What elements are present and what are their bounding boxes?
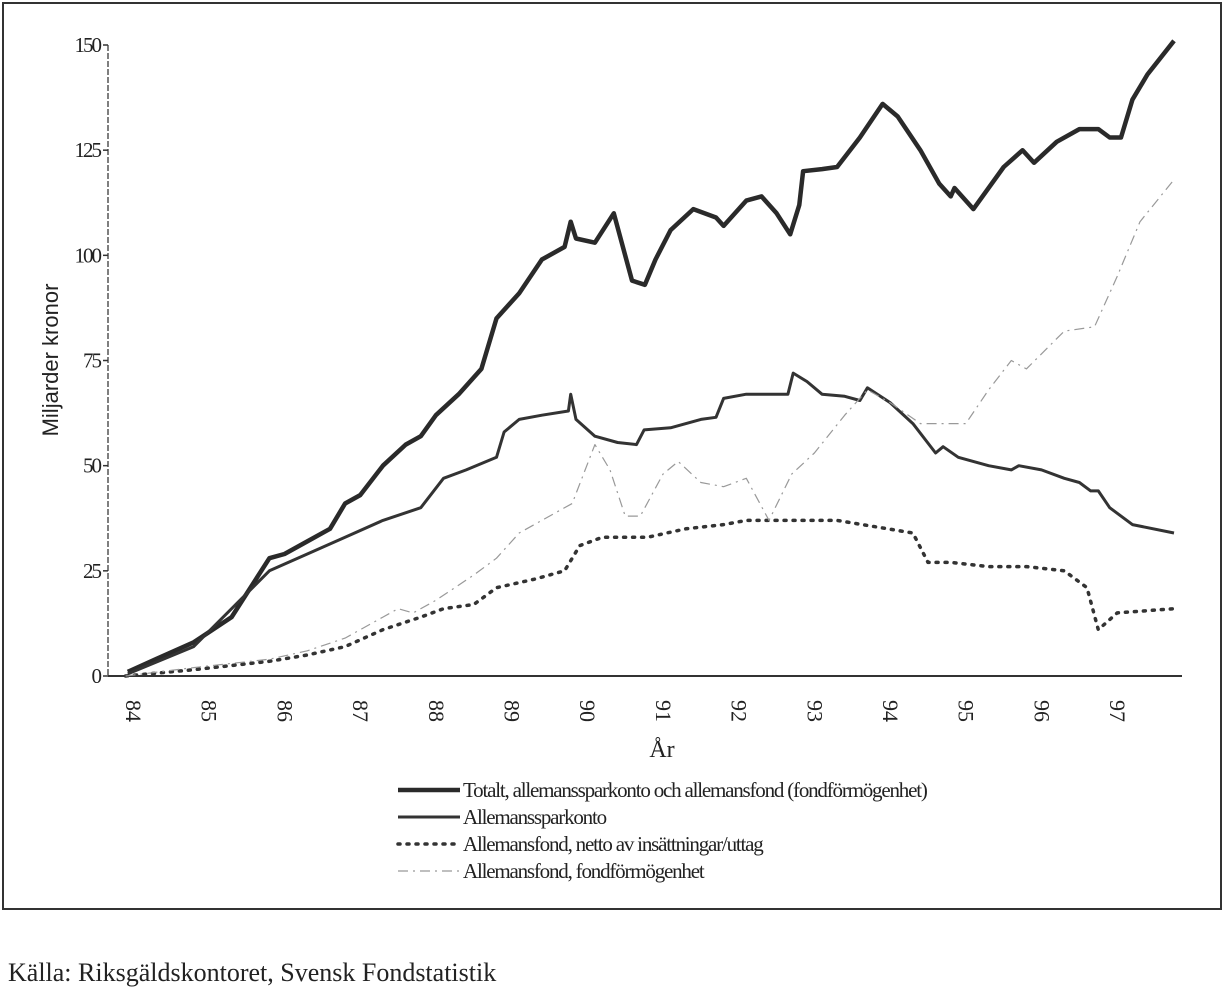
x-tick-label: 94: [878, 700, 903, 722]
x-tick-label: 95: [954, 700, 979, 722]
series-line-dash-dot: [125, 179, 1175, 677]
legend: Totalt, allemanssparkonto och allemansfo…: [396, 778, 929, 883]
x-tick-label: 88: [424, 700, 449, 722]
y-tick-label: 25: [83, 559, 102, 583]
y-tick-label: 75: [83, 349, 102, 373]
x-tick-label: 97: [1105, 700, 1130, 722]
x-tick-label: 89: [500, 700, 525, 722]
x-tick-label: 93: [802, 700, 827, 722]
legend-label: Allemansfond, netto av insättningar/utta…: [463, 832, 764, 856]
x-tick-label: 85: [197, 700, 222, 722]
x-tick-label: 91: [651, 700, 676, 722]
line-chart: 0 25 50 75 100 125 150 84 85 86 87 88 89 90 91 92 93 94 95…: [38, 33, 1182, 883]
chart-frame: [2, 2, 1222, 910]
x-axis-label: År: [649, 737, 674, 763]
y-tick-label: 0: [92, 664, 102, 688]
x-tick-label: 86: [272, 700, 297, 722]
y-tick-label: 100: [75, 243, 102, 267]
x-tick-label: 84: [121, 700, 146, 722]
x-tick-label: 90: [575, 700, 600, 722]
y-tick-label: 50: [83, 454, 102, 478]
series-line-dotted: [123, 518, 1176, 678]
legend-label: Allemanssparkonto: [463, 805, 607, 829]
legend-label: Totalt, allemanssparkonto och allemansfo…: [463, 778, 928, 802]
source-note: Källa: Riksgäldskontoret, Svensk Fondsta…: [8, 958, 497, 987]
series-line-solid: [127, 371, 1175, 676]
y-tick-label: 150: [75, 33, 102, 57]
y-tick-label: 125: [75, 138, 102, 162]
series-line-thick-solid: [126, 39, 1176, 674]
x-tick-label: 96: [1029, 700, 1054, 722]
x-tick-label: 87: [348, 700, 373, 722]
legend-label: Allemansfond, fondförmögenhet: [463, 859, 705, 883]
x-tick-label: 92: [727, 700, 752, 722]
y-axis-label: Miljarder kronor: [38, 284, 63, 437]
